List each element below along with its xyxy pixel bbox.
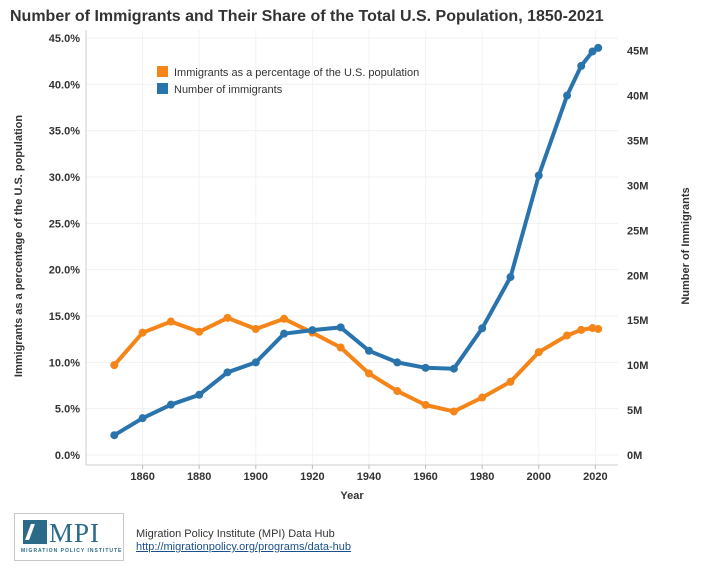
left-tick-label: 30.0% bbox=[49, 172, 80, 184]
x-tick-label: 2000 bbox=[527, 471, 551, 483]
series-group bbox=[110, 43, 603, 440]
right-axis-ticks: 0M 5M 10M 15M 20M 25M 30M 35M 40M 45M bbox=[627, 46, 648, 462]
gridlines bbox=[86, 30, 618, 465]
legend-swatch-0 bbox=[157, 66, 168, 77]
data-point-1-11 bbox=[421, 363, 430, 372]
data-point-0-16 bbox=[563, 331, 572, 340]
data-point-0-2 bbox=[166, 317, 175, 326]
x-tick-label: 1860 bbox=[130, 471, 154, 483]
data-point-1-5 bbox=[251, 358, 260, 367]
series-line-0 bbox=[112, 315, 601, 414]
data-point-0-17 bbox=[577, 325, 586, 334]
x-tick-label: 2020 bbox=[583, 471, 607, 483]
data-point-1-13 bbox=[478, 324, 487, 333]
left-tick-label: 15.0% bbox=[49, 311, 80, 323]
data-point-0-14 bbox=[506, 377, 515, 386]
data-point-1-7 bbox=[308, 326, 317, 335]
source-link[interactable]: http://migrationpolicy.org/programs/data… bbox=[136, 541, 352, 553]
left-tick-label: 5.0% bbox=[55, 404, 80, 416]
data-point-1-9 bbox=[364, 346, 373, 355]
x-tick-label: 1920 bbox=[300, 471, 324, 483]
data-point-0-1 bbox=[138, 328, 147, 337]
right-tick-label: 5M bbox=[627, 405, 642, 417]
left-tick-label: 35.0% bbox=[49, 126, 80, 138]
data-point-1-1 bbox=[138, 414, 147, 423]
data-point-1-19 bbox=[594, 43, 603, 52]
logo-text: MPI bbox=[49, 518, 101, 548]
legend-swatch-1 bbox=[157, 83, 168, 94]
data-point-0-3 bbox=[195, 327, 204, 336]
x-tick-label: 1880 bbox=[187, 471, 211, 483]
x-tick-label: 1900 bbox=[244, 471, 268, 483]
data-point-0-10 bbox=[393, 387, 402, 396]
x-axis-title: Year bbox=[340, 490, 364, 502]
left-tick-label: 0.0% bbox=[55, 450, 80, 462]
data-point-1-4 bbox=[223, 368, 232, 377]
right-tick-label: 35M bbox=[627, 135, 648, 147]
data-point-0-6 bbox=[280, 314, 289, 323]
x-tick-label: 1980 bbox=[470, 471, 494, 483]
right-tick-label: 20M bbox=[627, 270, 648, 282]
footer: MPI MIGRATION POLICY INSTITUTE Migration… bbox=[14, 513, 694, 563]
data-point-0-11 bbox=[421, 400, 430, 409]
right-axis-title: Number of Immigrants bbox=[680, 187, 692, 304]
left-tick-label: 10.0% bbox=[49, 357, 80, 369]
left-axis-title: Immigrants as a percentage of the U.S. p… bbox=[13, 115, 25, 377]
right-tick-label: 25M bbox=[627, 225, 648, 237]
data-point-1-16 bbox=[563, 91, 572, 100]
data-point-0-0 bbox=[110, 361, 119, 370]
x-axis-ticks: 1860 1880 1900 1920 1940 1960 1980 2000 2020 bbox=[130, 465, 608, 483]
data-point-0-8 bbox=[336, 343, 345, 352]
data-point-0-13 bbox=[478, 393, 487, 402]
left-axis-ticks: 0.0% 5.0% 10.0% 15.0% 20.0% 25.0% 30.0% 35.0% 40… bbox=[49, 33, 80, 462]
x-tick-label: 1960 bbox=[413, 471, 437, 483]
legend-label-1: Number of immigrants bbox=[174, 84, 283, 96]
data-point-0-15 bbox=[534, 348, 543, 357]
chart-title: Number of Immigrants and Their Share of … bbox=[10, 8, 604, 25]
data-point-1-8 bbox=[336, 323, 345, 332]
data-point-1-14 bbox=[506, 273, 515, 282]
data-point-0-19 bbox=[594, 324, 603, 333]
legend: Immigrants as a percentage of the U.S. p… bbox=[157, 66, 419, 96]
data-point-1-2 bbox=[166, 400, 175, 409]
data-point-1-3 bbox=[195, 390, 204, 399]
left-tick-label: 20.0% bbox=[49, 265, 80, 277]
data-point-1-15 bbox=[534, 171, 543, 180]
left-tick-label: 45.0% bbox=[49, 33, 80, 45]
right-tick-label: 15M bbox=[627, 315, 648, 327]
data-point-1-10 bbox=[393, 358, 402, 367]
data-point-1-6 bbox=[280, 329, 289, 338]
data-point-0-5 bbox=[251, 324, 260, 333]
mpi-logo[interactable]: MPI MIGRATION POLICY INSTITUTE bbox=[14, 513, 124, 561]
data-point-0-4 bbox=[223, 313, 232, 322]
series-line-1 bbox=[112, 45, 601, 438]
mpi-logo-icon bbox=[23, 520, 47, 544]
x-tick-label: 1940 bbox=[357, 471, 381, 483]
right-tick-label: 0M bbox=[627, 450, 642, 462]
right-tick-label: 40M bbox=[627, 91, 648, 103]
data-point-1-17 bbox=[577, 61, 586, 70]
data-point-1-12 bbox=[449, 364, 458, 373]
data-point-0-12 bbox=[449, 407, 458, 416]
source-name: Migration Policy Institute (MPI) Data Hu… bbox=[136, 528, 335, 540]
left-tick-label: 40.0% bbox=[49, 79, 80, 91]
legend-label-0: Immigrants as a percentage of the U.S. p… bbox=[174, 67, 419, 79]
right-tick-label: 30M bbox=[627, 180, 648, 192]
right-tick-label: 45M bbox=[627, 46, 648, 58]
line-chart: 0.0% 5.0% 10.0% 15.0% 20.0% 25.0% 30.0% 35.0% 40… bbox=[13, 30, 692, 502]
data-point-0-9 bbox=[364, 369, 373, 378]
data-point-1-0 bbox=[110, 431, 119, 440]
logo-subtext: MIGRATION POLICY INSTITUTE bbox=[21, 548, 123, 554]
right-tick-label: 10M bbox=[627, 360, 648, 372]
left-tick-label: 25.0% bbox=[49, 218, 80, 230]
